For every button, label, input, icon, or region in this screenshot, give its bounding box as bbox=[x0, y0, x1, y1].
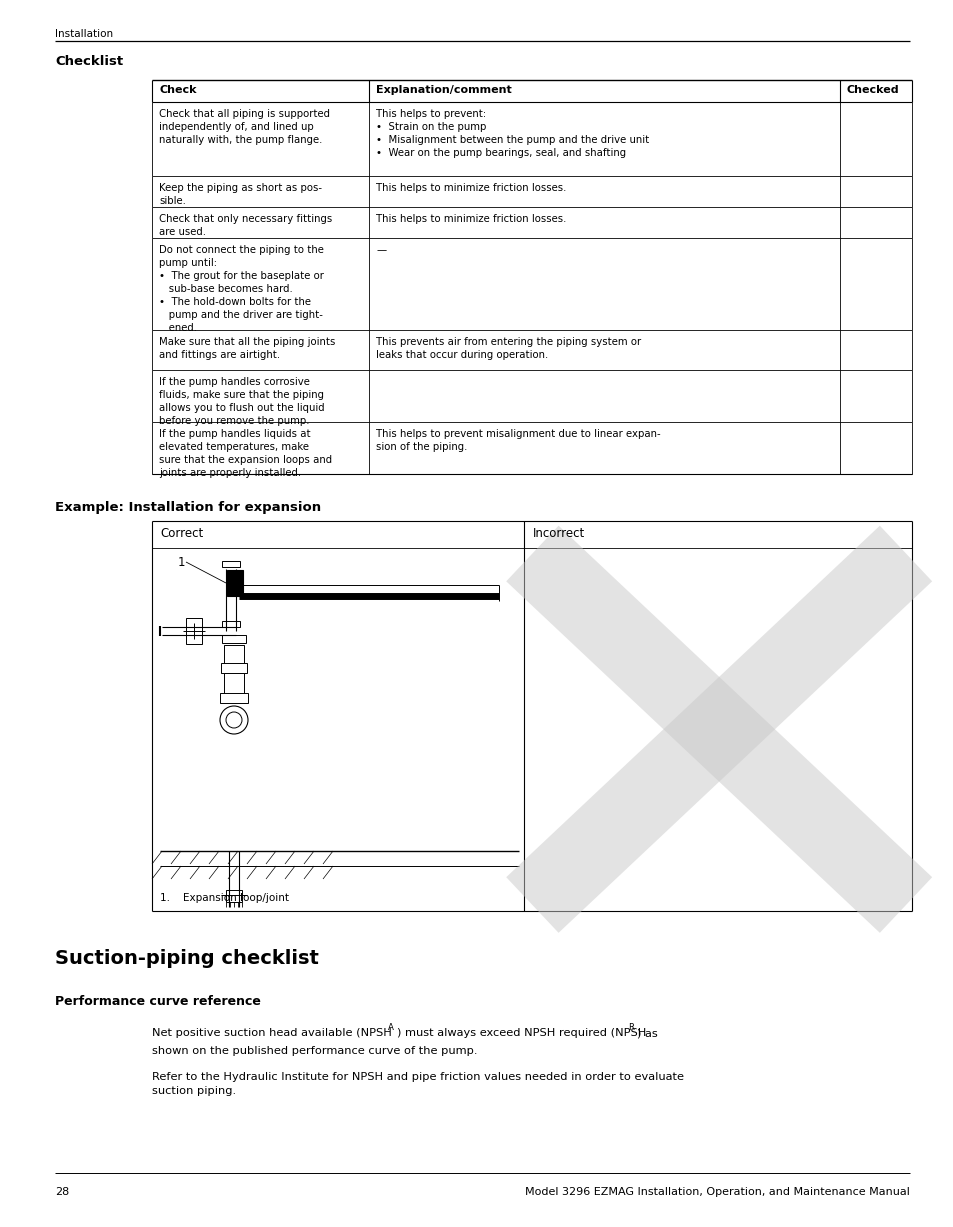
Text: Checklist: Checklist bbox=[55, 55, 123, 67]
Text: Explanation/comment: Explanation/comment bbox=[376, 85, 512, 94]
Text: Suction-piping checklist: Suction-piping checklist bbox=[55, 948, 318, 968]
Text: Performance curve reference: Performance curve reference bbox=[55, 995, 260, 1009]
Text: 1.    Expansion loop/joint: 1. Expansion loop/joint bbox=[160, 893, 289, 903]
Bar bbox=[224, 672, 244, 694]
Text: Check that only necessary fittings
are used.: Check that only necessary fittings are u… bbox=[159, 213, 332, 237]
Text: Refer to the Hydraulic Institute for NPSH and pipe friction values needed in ord: Refer to the Hydraulic Institute for NPS… bbox=[152, 1072, 683, 1096]
Bar bbox=[186, 618, 202, 644]
Text: If the pump handles liquids at
elevated temperatures, make
sure that the expansi: If the pump handles liquids at elevated … bbox=[159, 429, 332, 479]
Bar bbox=[220, 693, 248, 703]
Text: This prevents air from entering the piping system or
leaks that occur during ope: This prevents air from entering the pipi… bbox=[376, 337, 640, 360]
Circle shape bbox=[226, 712, 242, 728]
Bar bbox=[226, 890, 242, 902]
Text: R: R bbox=[627, 1023, 633, 1032]
Text: Correct: Correct bbox=[160, 528, 203, 540]
Text: A: A bbox=[387, 1023, 394, 1032]
Bar bbox=[224, 645, 244, 665]
Circle shape bbox=[220, 706, 248, 734]
Text: Installation: Installation bbox=[55, 29, 113, 39]
Text: ) as: ) as bbox=[636, 1028, 657, 1038]
Text: Incorrect: Incorrect bbox=[532, 528, 584, 540]
Text: Check that all piping is supported
independently of, and lined up
naturally with: Check that all piping is supported indep… bbox=[159, 109, 330, 145]
Text: Net positive suction head available (NPSH: Net positive suction head available (NPS… bbox=[152, 1028, 392, 1038]
Text: 1: 1 bbox=[178, 556, 185, 569]
Bar bbox=[222, 561, 240, 567]
Text: This helps to prevent misalignment due to linear expan-
sion of the piping.: This helps to prevent misalignment due t… bbox=[376, 429, 660, 452]
Text: 28: 28 bbox=[55, 1187, 70, 1198]
Text: Example: Installation for expansion: Example: Installation for expansion bbox=[55, 501, 321, 514]
Bar bbox=[221, 663, 247, 672]
Bar bbox=[227, 571, 243, 596]
Text: ) must always exceed NPSH required (NPSH: ) must always exceed NPSH required (NPSH bbox=[396, 1028, 645, 1038]
Text: This helps to minimize friction losses.: This helps to minimize friction losses. bbox=[376, 183, 566, 193]
Text: Check: Check bbox=[159, 85, 196, 94]
Text: This helps to prevent:
•  Strain on the pump
•  Misalignment between the pump an: This helps to prevent: • Strain on the p… bbox=[376, 109, 649, 158]
Bar bbox=[222, 621, 240, 627]
Text: Model 3296 EZMAG Installation, Operation, and Maintenance Manual: Model 3296 EZMAG Installation, Operation… bbox=[524, 1187, 909, 1198]
Text: If the pump handles corrosive
fluids, make sure that the piping
allows you to fl: If the pump handles corrosive fluids, ma… bbox=[159, 377, 324, 426]
Text: —: — bbox=[376, 245, 386, 255]
Text: Make sure that all the piping joints
and fittings are airtight.: Make sure that all the piping joints and… bbox=[159, 337, 335, 360]
Text: shown on the published performance curve of the pump.: shown on the published performance curve… bbox=[152, 1047, 477, 1056]
Text: Checked: Checked bbox=[846, 85, 899, 94]
Text: This helps to minimize friction losses.: This helps to minimize friction losses. bbox=[376, 213, 566, 225]
Text: Keep the piping as short as pos-
sible.: Keep the piping as short as pos- sible. bbox=[159, 183, 322, 206]
Text: Do not connect the piping to the
pump until:
•  The grout for the baseplate or
 : Do not connect the piping to the pump un… bbox=[159, 245, 323, 334]
Bar bbox=[222, 636, 246, 643]
